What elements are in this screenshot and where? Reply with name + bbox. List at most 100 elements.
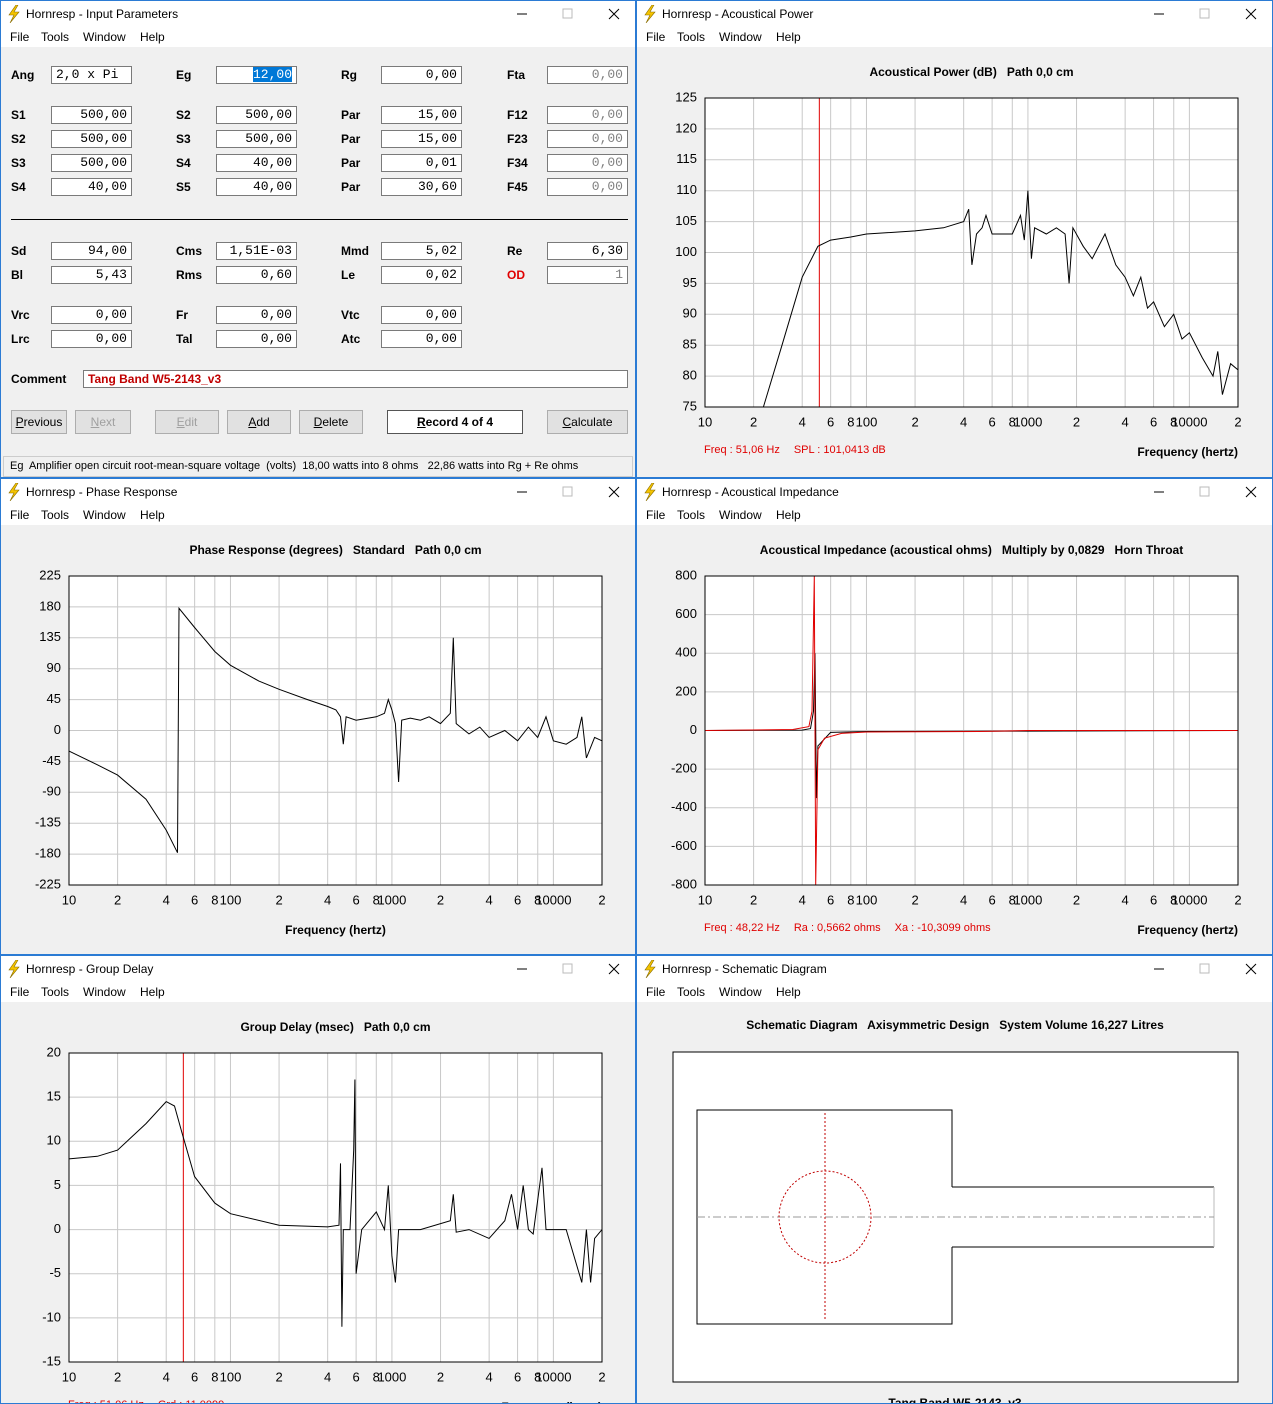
field-input[interactable]: 0,00 bbox=[547, 130, 628, 148]
menu-item[interactable]: Help bbox=[140, 985, 165, 999]
field-input[interactable]: 0,00 bbox=[547, 66, 628, 84]
menu-item[interactable]: Window bbox=[83, 508, 126, 522]
calculate-button[interactable]: Calculate bbox=[547, 410, 628, 434]
field-input[interactable]: 0,00 bbox=[51, 330, 132, 348]
menu-item[interactable]: File bbox=[646, 30, 666, 44]
field-input[interactable]: 40,00 bbox=[51, 178, 132, 196]
y-tick-label: 0 bbox=[54, 722, 61, 737]
field-input[interactable]: 0,00 bbox=[381, 66, 462, 84]
close[interactable] bbox=[608, 486, 620, 498]
button[interactable]: Add bbox=[227, 410, 291, 434]
close[interactable] bbox=[1245, 486, 1257, 498]
y-tick-label: 200 bbox=[675, 683, 697, 698]
menu-item[interactable]: Tools bbox=[41, 985, 70, 999]
field-input[interactable]: 0,00 bbox=[547, 178, 628, 196]
menu-item[interactable]: Help bbox=[140, 508, 165, 522]
field-input[interactable]: 15,00 bbox=[381, 130, 462, 148]
field-value: 0,00 bbox=[95, 307, 127, 322]
app-icon bbox=[644, 5, 656, 23]
field-label: Fta bbox=[507, 68, 525, 82]
maximize[interactable] bbox=[1199, 8, 1210, 19]
field-input[interactable]: 94,00 bbox=[51, 242, 132, 260]
maximize[interactable] bbox=[562, 486, 573, 497]
menu-item[interactable]: File bbox=[10, 508, 30, 522]
field-input[interactable]: 0,00 bbox=[216, 330, 297, 348]
field-input[interactable]: 500,00 bbox=[216, 106, 297, 124]
menu-item[interactable]: Help bbox=[776, 985, 801, 999]
menu-item[interactable]: File bbox=[10, 30, 30, 44]
menu-item[interactable]: Tools bbox=[41, 508, 70, 522]
field-value: 0,00 bbox=[591, 107, 623, 122]
field-input[interactable]: 15,00 bbox=[381, 106, 462, 124]
menu-item[interactable]: Window bbox=[83, 30, 126, 44]
menu-item[interactable]: Window bbox=[719, 30, 762, 44]
menu-item[interactable]: Window bbox=[83, 985, 126, 999]
title-bar: Hornresp - Acoustical Power bbox=[637, 1, 1272, 27]
field-value: 0,00 bbox=[591, 155, 623, 170]
button[interactable]: Next bbox=[75, 410, 131, 434]
maximize[interactable] bbox=[1199, 963, 1210, 974]
field-input[interactable]: 0,00 bbox=[51, 306, 132, 324]
field-input[interactable]: 2,0 x Pi bbox=[51, 66, 132, 84]
menu-item[interactable]: File bbox=[646, 508, 666, 522]
window-controls bbox=[517, 486, 620, 498]
chart-title: Group Delay (msec) Path 0,0 cm bbox=[240, 1020, 430, 1034]
maximize[interactable] bbox=[562, 963, 573, 974]
maximize[interactable] bbox=[1199, 486, 1210, 497]
field-input[interactable]: 0,00 bbox=[381, 306, 462, 324]
x-tick-label: 4 bbox=[486, 1369, 493, 1384]
field-input[interactable]: 1,51E-03 bbox=[216, 242, 297, 260]
close[interactable] bbox=[1245, 8, 1257, 20]
field-input[interactable]: 5,43 bbox=[51, 266, 132, 284]
field-input[interactable]: 12,00 bbox=[216, 66, 297, 84]
field-input[interactable]: 5,02 bbox=[381, 242, 462, 260]
button[interactable]: Previous bbox=[11, 410, 67, 434]
field-input[interactable]: 6,30 bbox=[547, 242, 628, 260]
window-title: Hornresp - Group Delay bbox=[26, 962, 154, 976]
menu-item[interactable]: Tools bbox=[677, 985, 706, 999]
field-input[interactable]: 0,00 bbox=[381, 330, 462, 348]
field-input[interactable]: 0,00 bbox=[547, 154, 628, 172]
field-value: 6,30 bbox=[591, 243, 623, 258]
menu-item[interactable]: Window bbox=[719, 985, 762, 999]
menu-bar: File Tools Window Help bbox=[1, 982, 635, 1002]
field-value: 500,00 bbox=[80, 107, 127, 122]
data-line bbox=[704, 575, 1238, 886]
button[interactable]: Delete bbox=[299, 410, 363, 434]
field-input[interactable]: 40,00 bbox=[216, 178, 297, 196]
comment-input[interactable]: Tang Band W5-2143_v3 bbox=[83, 370, 628, 388]
close[interactable] bbox=[1245, 963, 1257, 975]
field-input[interactable]: 30,60 bbox=[381, 178, 462, 196]
menu-item[interactable]: File bbox=[646, 985, 666, 999]
status-readout: Freq : 51,06 Hz Grd : 11,0099 bbox=[68, 1399, 224, 1403]
close[interactable] bbox=[608, 963, 620, 975]
window-title: Hornresp - Acoustical Power bbox=[662, 7, 814, 21]
menu-item[interactable]: Help bbox=[140, 30, 165, 44]
status-readout: Freq : 51,06 Hz SPL : 101,0413 dB bbox=[704, 444, 886, 456]
field-input[interactable]: 1 bbox=[547, 266, 628, 284]
menu-item[interactable]: Tools bbox=[41, 30, 70, 44]
field-input[interactable]: 0,00 bbox=[216, 306, 297, 324]
y-tick-label: -15 bbox=[42, 1353, 61, 1368]
field-input[interactable]: 500,00 bbox=[51, 130, 132, 148]
plot-border bbox=[704, 575, 1239, 886]
field-input[interactable]: 0,00 bbox=[547, 106, 628, 124]
menu-item[interactable]: Help bbox=[776, 30, 801, 44]
menu-item[interactable]: Tools bbox=[677, 30, 706, 44]
maximize[interactable] bbox=[562, 8, 573, 19]
close[interactable] bbox=[608, 8, 620, 20]
field-input[interactable]: 500,00 bbox=[51, 106, 132, 124]
button[interactable]: Edit bbox=[155, 410, 219, 434]
menu-item[interactable]: Window bbox=[719, 508, 762, 522]
menu-item[interactable]: Tools bbox=[677, 508, 706, 522]
field-input[interactable]: 0,01 bbox=[381, 154, 462, 172]
field-input[interactable]: 40,00 bbox=[216, 154, 297, 172]
x-tick-label: 6 bbox=[827, 892, 834, 907]
field-input[interactable]: 500,00 bbox=[216, 130, 297, 148]
field-label: Tal bbox=[176, 332, 193, 346]
field-input[interactable]: 0,02 bbox=[381, 266, 462, 284]
field-input[interactable]: 0,60 bbox=[216, 266, 297, 284]
field-input[interactable]: 500,00 bbox=[51, 154, 132, 172]
menu-item[interactable]: Help bbox=[776, 508, 801, 522]
menu-item[interactable]: File bbox=[10, 985, 30, 999]
